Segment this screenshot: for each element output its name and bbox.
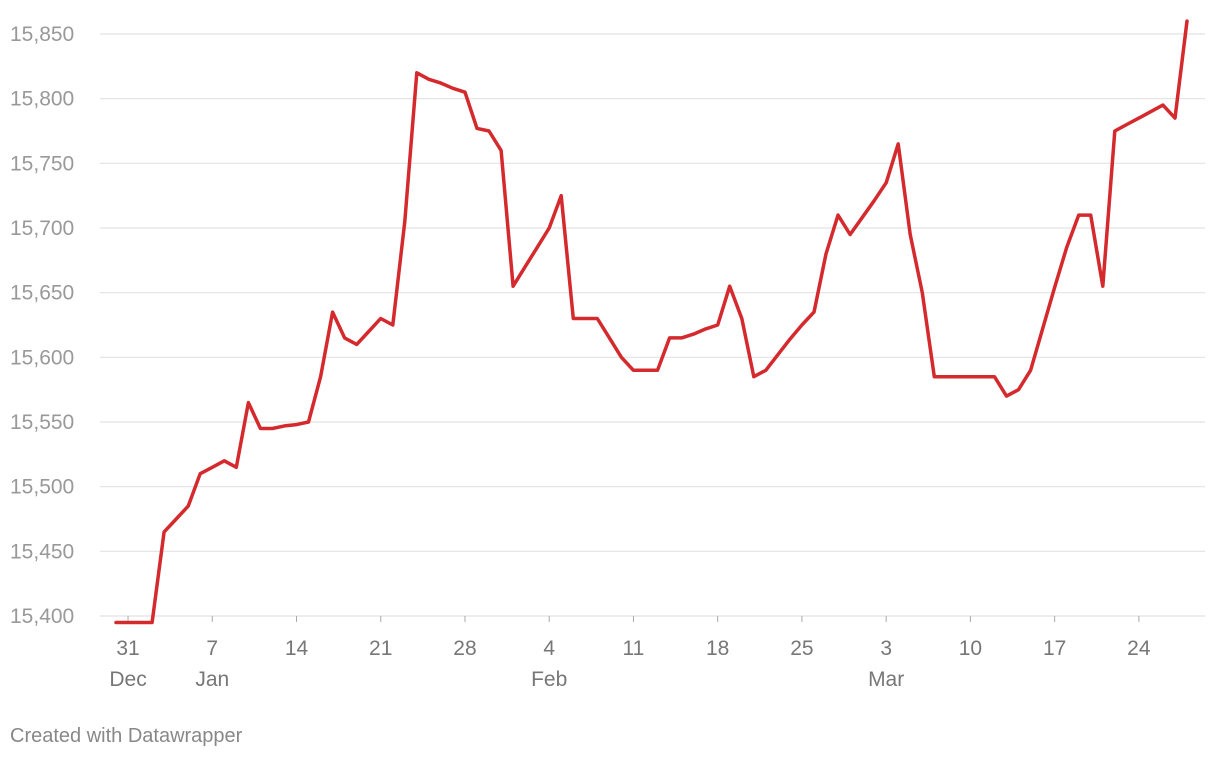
y-tick-label: 15,400	[10, 605, 74, 628]
x-tick-label: 17	[1043, 637, 1066, 660]
x-tick-label: 14	[285, 637, 309, 660]
x-tick-label: 25	[790, 637, 813, 660]
x-tick-label: 28	[453, 637, 476, 660]
y-tick-label: 15,700	[10, 217, 74, 240]
line-chart: 15,400 15,450 15,500 15,550 15,600 15,650 15,7…	[10, 19, 1205, 691]
datawrapper-credit: Created with Datawrapper	[10, 725, 243, 747]
x-tick-label: 10	[959, 637, 982, 660]
y-axis-tick-labels: 15,400 15,450 15,500 15,550 15,600 15,650 15,7…	[10, 23, 74, 628]
x-tick-label: 21	[369, 637, 392, 660]
y-tick-label: 15,750	[10, 152, 74, 175]
y-tick-label: 15,600	[10, 346, 74, 369]
y-tick-label: 15,450	[10, 540, 74, 563]
x-tick-label: 11	[623, 637, 645, 660]
x-month-label: Mar	[868, 668, 904, 691]
x-tick-label: 3	[880, 637, 892, 660]
x-month-label: Jan	[195, 668, 229, 691]
gridlines	[100, 33, 1205, 617]
x-axis-tick-labels: 31 Dec 7 Jan 14 21 28 4 Feb 11 18 25 3 Mar 10 17 24	[109, 616, 1151, 691]
x-month-label: Feb	[531, 668, 567, 691]
series-layer	[114, 19, 1189, 625]
series-line	[114, 19, 1189, 625]
x-tick-label: 24	[1127, 637, 1151, 660]
y-tick-label: 15,850	[10, 23, 74, 46]
x-tick-label: 4	[543, 637, 555, 660]
y-tick-label: 15,650	[10, 282, 74, 305]
x-month-label: Dec	[109, 668, 146, 691]
y-tick-label: 15,800	[10, 88, 74, 111]
x-tick-label: 18	[706, 637, 729, 660]
y-tick-label: 15,550	[10, 411, 74, 434]
y-tick-label: 15,500	[10, 476, 74, 499]
x-tick-label: 31	[116, 637, 139, 660]
x-tick-label: 7	[206, 637, 218, 660]
